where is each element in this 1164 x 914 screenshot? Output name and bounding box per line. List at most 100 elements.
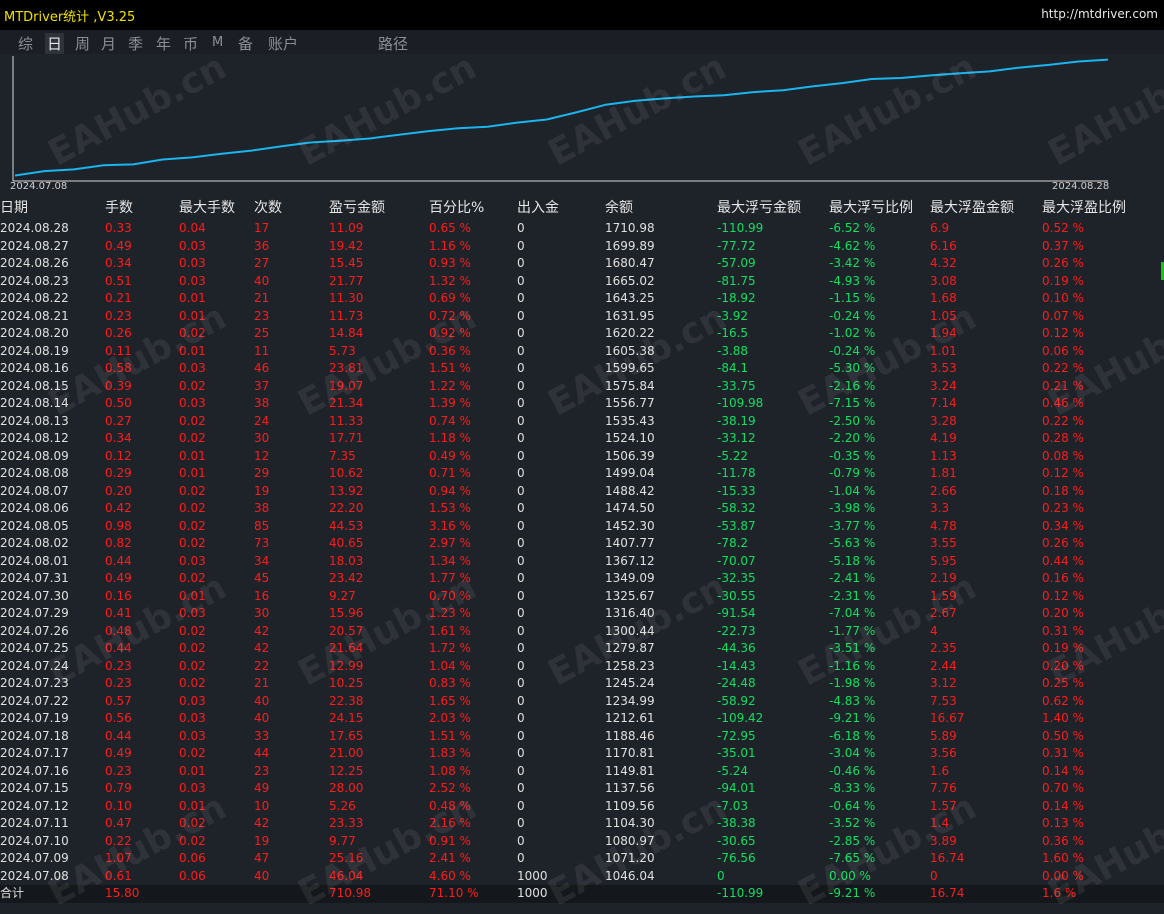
table-row[interactable]: 2024.08.26 0.34 0.03 27 15.45 0.93 % 0 1680.47 -… <box>0 255 1164 273</box>
cell-max-float-loss-pct: -1.15 % <box>829 291 876 305</box>
header-balance[interactable]: 余额 <box>605 200 633 216</box>
header-deposit[interactable]: 出入金 <box>517 200 559 216</box>
cell-max-float-profit: 4.32 <box>930 256 957 270</box>
table-row[interactable]: 2024.07.30 0.16 0.01 16 9.27 0.70 % 0 1325.67 -3… <box>0 588 1164 606</box>
header-percent[interactable]: 百分比% <box>429 200 485 216</box>
cell-profit: 17.71 <box>329 431 364 445</box>
table-row[interactable]: 2024.08.06 0.42 0.02 38 22.20 1.53 % 0 1474.50 -… <box>0 500 1164 518</box>
tab-currency[interactable]: 币 <box>183 35 199 53</box>
cell-max-float-loss-pct: -3.04 % <box>829 746 876 760</box>
cell-profit: 25.16 <box>329 851 364 865</box>
table-row[interactable]: 2024.07.08 0.61 0.06 40 46.04 4.60 % 1000 1046.… <box>0 868 1164 886</box>
chart-end-date: 2024.08.28 <box>1052 181 1110 192</box>
table-row[interactable]: 2024.07.12 0.10 0.01 10 5.26 0.48 % 0 1109.56 -7… <box>0 798 1164 816</box>
tab-yearly[interactable]: 年 <box>156 35 172 53</box>
cell-count: 24 <box>254 413 270 428</box>
cell-lots: 0.49 <box>105 571 132 585</box>
header-count[interactable]: 次数 <box>254 200 282 216</box>
cell-max-float-profit-pct: 0.28 % <box>1042 431 1084 445</box>
cell-balance: 1407.77 <box>605 536 655 550</box>
table-row[interactable]: 2024.07.17 0.49 0.02 44 21.00 1.83 % 0 1170.81 -… <box>0 745 1164 763</box>
tab-summary[interactable]: 综 <box>18 35 34 53</box>
cell-max-float-profit: 0 <box>930 868 938 883</box>
table-row[interactable]: 2024.07.09 1.07 0.06 47 25.16 2.41 % 0 1071.20 -… <box>0 850 1164 868</box>
tab-quarterly[interactable]: 季 <box>128 35 144 53</box>
cell-count: 22 <box>254 658 270 673</box>
table-row[interactable]: 2024.08.23 0.51 0.03 40 21.77 1.32 % 0 1665.02 -… <box>0 273 1164 291</box>
cell-max-lots: 0.02 <box>179 518 206 533</box>
cell-balance: 1349.09 <box>605 571 655 585</box>
site-link[interactable]: http://mtdriver.com <box>1041 7 1158 21</box>
table-row[interactable]: 2024.08.07 0.20 0.02 19 13.92 0.94 % 0 1488.42 -… <box>0 483 1164 501</box>
cell-profit: 19.07 <box>329 378 364 393</box>
cell-count: 42 <box>254 816 270 830</box>
cell-balance: 1599.65 <box>605 361 655 375</box>
table-row[interactable]: 2024.07.11 0.47 0.02 42 23.33 2.16 % 0 1104.30 -… <box>0 815 1164 833</box>
cell-max-float-loss: -53.87 <box>717 518 756 533</box>
table-row[interactable]: 2024.08.13 0.27 0.02 24 11.33 0.74 % 0 1535.43 -… <box>0 413 1164 431</box>
table-row[interactable]: 2024.08.09 0.12 0.01 12 7.35 0.49 % 0 1506.39 -5… <box>0 448 1164 466</box>
table-row[interactable]: 2024.07.15 0.79 0.03 49 28.00 2.52 % 0 1137.56 -… <box>0 780 1164 798</box>
table-row[interactable]: 2024.07.22 0.57 0.03 40 22.38 1.65 % 0 1234.99 -… <box>0 693 1164 711</box>
header-max-float-profit-pct[interactable]: 最大浮盈比例 <box>1042 200 1126 216</box>
table-row[interactable]: 2024.08.01 0.44 0.03 34 18.03 1.34 % 0 1367.12 -… <box>0 553 1164 571</box>
table-row[interactable]: 2024.07.24 0.23 0.02 22 12.99 1.04 % 0 1258.23 -… <box>0 658 1164 676</box>
table-row[interactable]: 2024.07.25 0.44 0.02 42 21.64 1.72 % 0 1279.87 -… <box>0 640 1164 658</box>
header-lots[interactable]: 手数 <box>105 200 133 216</box>
table-row[interactable]: 2024.08.22 0.21 0.01 21 11.30 0.69 % 0 1643.25 -… <box>0 290 1164 308</box>
cell-date: 2024.07.12 <box>0 798 69 813</box>
cell-max-lots: 0.04 <box>179 221 206 235</box>
tab-account[interactable]: 账户 <box>268 35 299 53</box>
table-row[interactable]: 2024.08.21 0.23 0.01 23 11.73 0.72 % 0 1631.95 -… <box>0 308 1164 326</box>
table-row[interactable]: 2024.08.16 0.58 0.03 46 23.81 1.51 % 0 1599.65 -… <box>0 360 1164 378</box>
cell-max-float-profit-pct: 0.18 % <box>1042 483 1084 498</box>
cell-max-float-profit-pct: 0.31 % <box>1042 746 1084 760</box>
header-date[interactable]: 日期 <box>0 200 28 216</box>
cell-lots: 0.22 <box>105 833 132 848</box>
table-row[interactable]: 2024.08.14 0.50 0.03 38 21.34 1.39 % 0 1556.77 -… <box>0 395 1164 413</box>
cell-max-float-loss: -7.03 <box>717 798 749 813</box>
table-row[interactable]: 2024.07.26 0.48 0.02 42 20.57 1.61 % 0 1300.44 -… <box>0 623 1164 641</box>
cell-max-float-loss-pct: -3.52 % <box>829 816 876 830</box>
header-profit[interactable]: 盈亏金额 <box>329 200 385 216</box>
cell-max-lots: 0.02 <box>179 326 206 340</box>
tab-m[interactable]: M <box>212 35 224 50</box>
table-row[interactable]: 2024.08.15 0.39 0.02 37 19.07 1.22 % 0 1575.84 -… <box>0 378 1164 396</box>
table-row[interactable]: 2024.07.16 0.23 0.01 23 12.25 1.08 % 0 1149.81 -… <box>0 763 1164 781</box>
cell-profit: 12.25 <box>329 763 364 778</box>
tab-notes[interactable]: 备 <box>238 35 254 53</box>
table-row[interactable]: 2024.08.28 0.33 0.04 17 11.09 0.65 % 0 1710.98 -… <box>0 220 1164 238</box>
cell-count: 12 <box>254 448 270 463</box>
table-row[interactable]: 2024.08.12 0.34 0.02 30 17.71 1.18 % 0 1524.10 -… <box>0 430 1164 448</box>
table-row[interactable]: 2024.08.08 0.29 0.01 29 10.62 0.71 % 0 1499.04 -… <box>0 465 1164 483</box>
table-row[interactable]: 2024.08.05 0.98 0.02 85 44.53 3.16 % 0 1452.30 -… <box>0 518 1164 536</box>
table-row[interactable]: 2024.08.20 0.26 0.02 25 14.84 0.92 % 0 1620.22 -… <box>0 325 1164 343</box>
table-row[interactable]: 2024.07.10 0.22 0.02 19 9.77 0.91 % 0 1080.97 -3… <box>0 833 1164 851</box>
table-row[interactable]: 2024.07.18 0.44 0.03 33 17.65 1.51 % 0 1188.46 -… <box>0 728 1164 746</box>
table-row[interactable]: 2024.08.19 0.11 0.01 11 5.73 0.36 % 0 1605.38 -3… <box>0 343 1164 361</box>
table-row[interactable]: 2024.08.27 0.49 0.03 36 19.42 1.16 % 0 1699.89 -… <box>0 238 1164 256</box>
cell-lots: 0.57 <box>105 693 132 708</box>
cell-max-lots: 0.02 <box>179 378 206 393</box>
cell-max-float-loss-pct: -3.98 % <box>829 501 876 515</box>
cell-max-float-loss: -57.09 <box>717 256 756 270</box>
header-max-lots[interactable]: 最大手数 <box>179 200 235 216</box>
cell-max-lots: 0.02 <box>179 816 206 830</box>
table-row[interactable]: 2024.07.31 0.49 0.02 45 23.42 1.77 % 0 1349.09 -… <box>0 570 1164 588</box>
table-row[interactable]: 2024.07.23 0.23 0.02 21 10.25 0.83 % 0 1245.24 -… <box>0 675 1164 693</box>
cell-percent: 1.04 % <box>429 658 471 673</box>
header-max-float-loss[interactable]: 最大浮亏金额 <box>717 200 801 216</box>
tab-monthly[interactable]: 月 <box>101 35 117 53</box>
scroll-indicator[interactable] <box>1161 262 1164 280</box>
tab-daily[interactable]: 日 <box>45 33 65 54</box>
table-row[interactable]: 2024.08.02 0.82 0.02 73 40.65 2.97 % 0 1407.77 -… <box>0 535 1164 553</box>
cell-percent: 1.77 % <box>429 571 471 585</box>
table-row[interactable]: 2024.07.19 0.56 0.03 40 24.15 2.03 % 0 1212.61 -… <box>0 710 1164 728</box>
table-row[interactable]: 2024.07.29 0.41 0.03 30 15.96 1.23 % 0 1316.40 -… <box>0 605 1164 623</box>
tab-path[interactable]: 路径 <box>378 35 409 53</box>
header-max-float-profit[interactable]: 最大浮盈金额 <box>930 200 1014 216</box>
tab-weekly[interactable]: 周 <box>75 35 91 53</box>
header-max-float-loss-pct[interactable]: 最大浮亏比例 <box>829 200 913 216</box>
cell-deposit: 0 <box>517 693 525 708</box>
cell-profit: 44.53 <box>329 518 364 533</box>
